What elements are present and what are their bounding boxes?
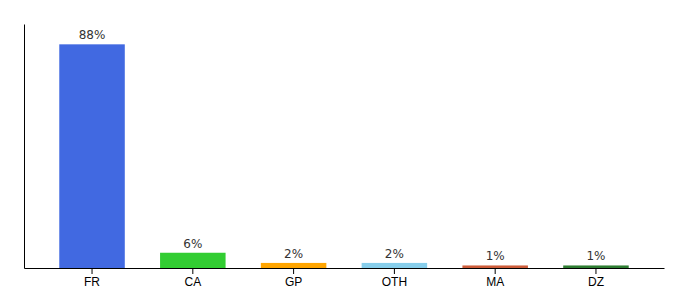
x-tick-label: DZ — [588, 275, 604, 289]
plot-area: FR CA GP OTH MA DZ 88% 6% 2% 2% 1% 1% — [25, 25, 665, 289]
x-tick: DZ — [588, 268, 604, 289]
x-tick-label: CA — [184, 275, 201, 289]
bar — [563, 265, 629, 268]
x-tick-label: FR — [84, 275, 100, 289]
data-label: 2% — [385, 247, 404, 261]
x-tick-mark — [595, 268, 596, 274]
data-label: 1% — [586, 249, 605, 263]
chart-svg: FR CA GP OTH MA DZ 88% 6% 2% 2% 1% 1% — [0, 0, 680, 300]
x-tick-label: MA — [486, 275, 504, 289]
x-tick-mark — [92, 268, 93, 274]
chart-container: FR CA GP OTH MA DZ 88% 6% 2% 2% 1% 1% — [0, 0, 680, 300]
data-label: 2% — [284, 247, 303, 261]
bar — [160, 253, 226, 268]
bar — [59, 44, 125, 268]
bar — [362, 263, 428, 268]
bar — [462, 265, 528, 268]
x-tick: MA — [486, 268, 504, 289]
x-tick: OTH — [382, 268, 407, 289]
x-axis: FR CA GP OTH MA DZ — [25, 268, 665, 289]
x-tick-mark — [192, 268, 193, 274]
x-tick: CA — [184, 268, 201, 289]
data-label: 88% — [79, 28, 106, 42]
y-axis — [24, 25, 25, 269]
x-tick-label: OTH — [382, 275, 407, 289]
x-tick: GP — [285, 268, 302, 289]
x-tick: FR — [84, 268, 100, 289]
data-labels: 88% 6% 2% 2% 1% 1% — [79, 28, 606, 263]
y-axis-line — [24, 25, 25, 269]
x-tick-mark — [495, 268, 496, 274]
x-tick-mark — [293, 268, 294, 274]
data-label: 1% — [486, 249, 505, 263]
bar — [261, 263, 327, 268]
x-tick-label: GP — [285, 275, 302, 289]
data-label: 6% — [183, 237, 202, 251]
bars — [59, 44, 628, 268]
x-axis-line — [25, 268, 665, 269]
x-tick-mark — [394, 268, 395, 274]
